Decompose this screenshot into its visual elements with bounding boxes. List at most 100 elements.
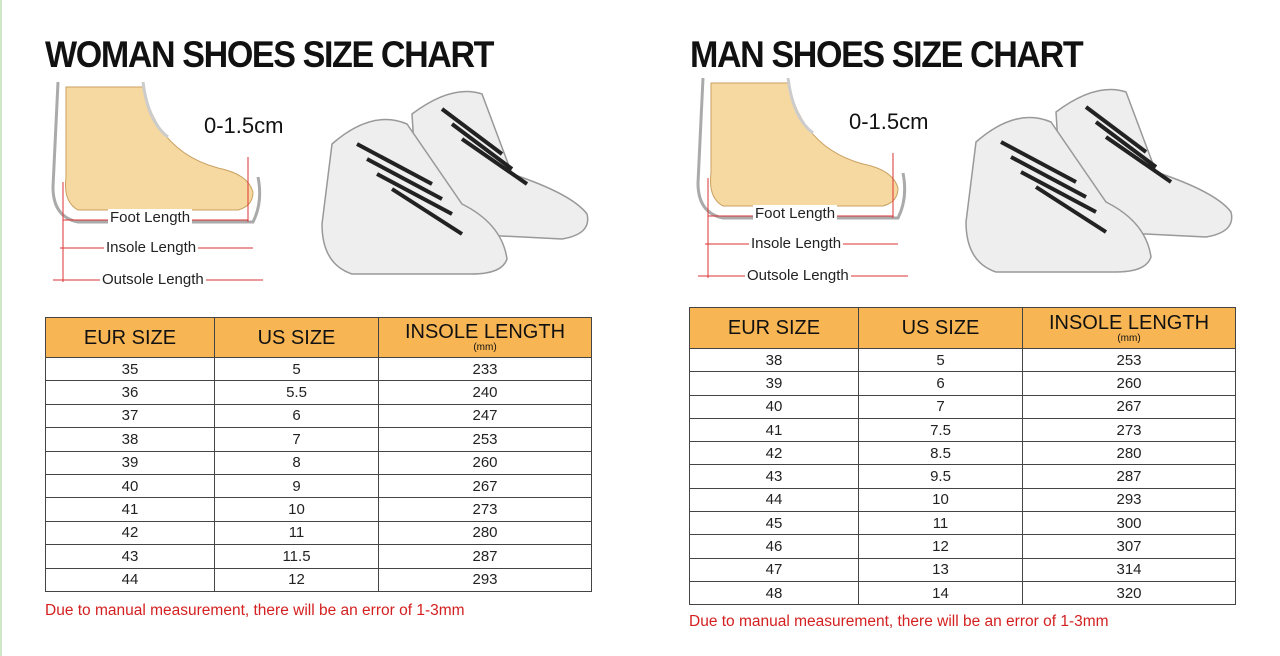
eur-size-cell: 43 — [689, 464, 859, 489]
us-size-cell: 5 — [214, 356, 379, 382]
insole-length-cell: 247 — [378, 403, 592, 429]
women-measurement-note: Due to manual measurement, there will be… — [45, 602, 465, 619]
insole-length-cell: 300 — [1022, 511, 1236, 536]
insole-length-cell: 253 — [378, 427, 592, 452]
eur-size-cell: 39 — [689, 371, 859, 396]
eur-size-cell: 46 — [689, 534, 859, 559]
us-size-cell: 8.5 — [858, 441, 1023, 466]
table-row: 35 5 233 — [45, 356, 592, 382]
table-row: 39 6 260 — [689, 371, 1236, 396]
left-edge — [0, 0, 2, 656]
insole-length-cell: 273 — [378, 497, 592, 522]
us-size-cell: 10 — [858, 487, 1023, 513]
eur-size-cell: 39 — [45, 450, 215, 475]
table-row: 43 11.5 287 — [45, 544, 592, 569]
insole-length-cell: 280 — [1022, 441, 1236, 466]
eur-size-cell: 42 — [45, 520, 215, 546]
women-chart-title: WOMAN SHOES SIZE CHART — [45, 34, 494, 75]
women-outsole-length-label: Outsole Length — [100, 271, 206, 288]
women-size-table: EUR SIZE US SIZE INSOLE LENGTH (mm) 35 5 23… — [45, 317, 592, 592]
table-row: 38 5 253 — [689, 347, 1236, 373]
us-size-cell: 11.5 — [214, 544, 379, 569]
men-foot-length-label: Foot Length — [753, 205, 838, 222]
insole-length-cell: 320 — [1022, 580, 1236, 606]
women-foot-length-label: Foot Length — [108, 209, 193, 226]
us-size-cell: 6 — [858, 371, 1023, 396]
header-us-size: US SIZE — [214, 317, 379, 358]
us-size-cell: 9 — [214, 473, 379, 499]
eur-size-cell: 44 — [45, 567, 215, 592]
eur-size-cell: 37 — [45, 403, 215, 429]
insole-length-cell: 260 — [378, 450, 592, 475]
women-insole-length-label: Insole Length — [104, 239, 199, 256]
eur-size-cell: 41 — [45, 497, 215, 522]
men-gap-label: 0-1.5cm — [849, 109, 929, 134]
eur-size-cell: 43 — [45, 544, 215, 569]
table-row: 42 8.5 280 — [689, 441, 1236, 466]
men-outsole-length-label: Outsole Length — [745, 267, 851, 284]
eur-size-cell: 36 — [45, 380, 215, 405]
table-row: 40 7 267 — [689, 394, 1236, 419]
table-row: 42 11 280 — [45, 520, 592, 546]
table-row: 45 11 300 — [689, 511, 1236, 536]
us-size-cell: 13 — [858, 557, 1023, 582]
eur-size-cell: 40 — [45, 473, 215, 499]
us-size-cell: 11 — [214, 520, 379, 546]
insole-length-cell: 307 — [1022, 534, 1236, 559]
insole-length-cell: 267 — [1022, 394, 1236, 419]
header-insole-length: INSOLE LENGTH (mm) — [378, 317, 592, 358]
table-header-row: EUR SIZE US SIZE INSOLE LENGTH (mm) — [45, 317, 592, 358]
us-size-cell: 7 — [214, 427, 379, 452]
table-row: 46 12 307 — [689, 534, 1236, 559]
eur-size-cell: 35 — [45, 356, 215, 382]
header-eur-size: EUR SIZE — [45, 317, 215, 358]
eur-size-cell: 40 — [689, 394, 859, 419]
women-shoes-image — [321, 90, 589, 275]
men-chart-title: MAN SHOES SIZE CHART — [690, 34, 1084, 75]
insole-length-cell: 293 — [1022, 487, 1236, 513]
men-size-table: EUR SIZE US SIZE INSOLE LENGTH (mm) 38 5 25… — [689, 307, 1236, 606]
us-size-cell: 12 — [214, 567, 379, 592]
eur-size-cell: 38 — [689, 347, 859, 373]
women-gap-label: 0-1.5cm — [204, 113, 284, 138]
us-size-cell: 14 — [858, 580, 1023, 606]
table-row: 44 10 293 — [689, 487, 1236, 513]
us-size-cell: 7 — [858, 394, 1023, 419]
table-row: 41 7.5 273 — [689, 417, 1236, 443]
insole-length-cell: 280 — [378, 520, 592, 546]
us-size-cell: 5.5 — [214, 380, 379, 405]
us-size-cell: 11 — [858, 511, 1023, 536]
insole-length-cell: 260 — [1022, 371, 1236, 396]
table-row: 38 7 253 — [45, 427, 592, 452]
table-row: 47 13 314 — [689, 557, 1236, 582]
table-row: 41 10 273 — [45, 497, 592, 522]
table-row: 36 5.5 240 — [45, 380, 592, 405]
header-insole-length: INSOLE LENGTH (mm) — [1022, 307, 1236, 349]
table-row: 44 12 293 — [45, 567, 592, 592]
table-header-row: EUR SIZE US SIZE INSOLE LENGTH (mm) — [689, 307, 1236, 349]
insole-length-cell: 314 — [1022, 557, 1236, 582]
insole-length-cell: 233 — [378, 356, 592, 382]
insole-length-cell: 287 — [1022, 464, 1236, 489]
eur-size-cell: 45 — [689, 511, 859, 536]
men-shoes-image — [965, 88, 1233, 273]
insole-length-cell: 293 — [378, 567, 592, 592]
header-unit: (mm) — [473, 342, 497, 353]
eur-size-cell: 41 — [689, 417, 859, 443]
insole-length-cell: 267 — [378, 473, 592, 499]
eur-size-cell: 38 — [45, 427, 215, 452]
eur-size-cell: 48 — [689, 580, 859, 606]
insole-length-cell: 273 — [1022, 417, 1236, 443]
header-insole-label: INSOLE LENGTH — [1048, 311, 1210, 334]
women-foot-diagram — [51, 82, 263, 282]
eur-size-cell: 44 — [689, 487, 859, 513]
eur-size-cell: 47 — [689, 557, 859, 582]
header-eur-size: EUR SIZE — [689, 307, 859, 349]
men-measurement-note: Due to manual measurement, there will be… — [689, 613, 1109, 630]
us-size-cell: 10 — [214, 497, 379, 522]
table-row: 40 9 267 — [45, 473, 592, 499]
insole-length-cell: 287 — [378, 544, 592, 569]
us-size-cell: 5 — [858, 347, 1023, 373]
insole-length-cell: 240 — [378, 380, 592, 405]
us-size-cell: 7.5 — [858, 417, 1023, 443]
